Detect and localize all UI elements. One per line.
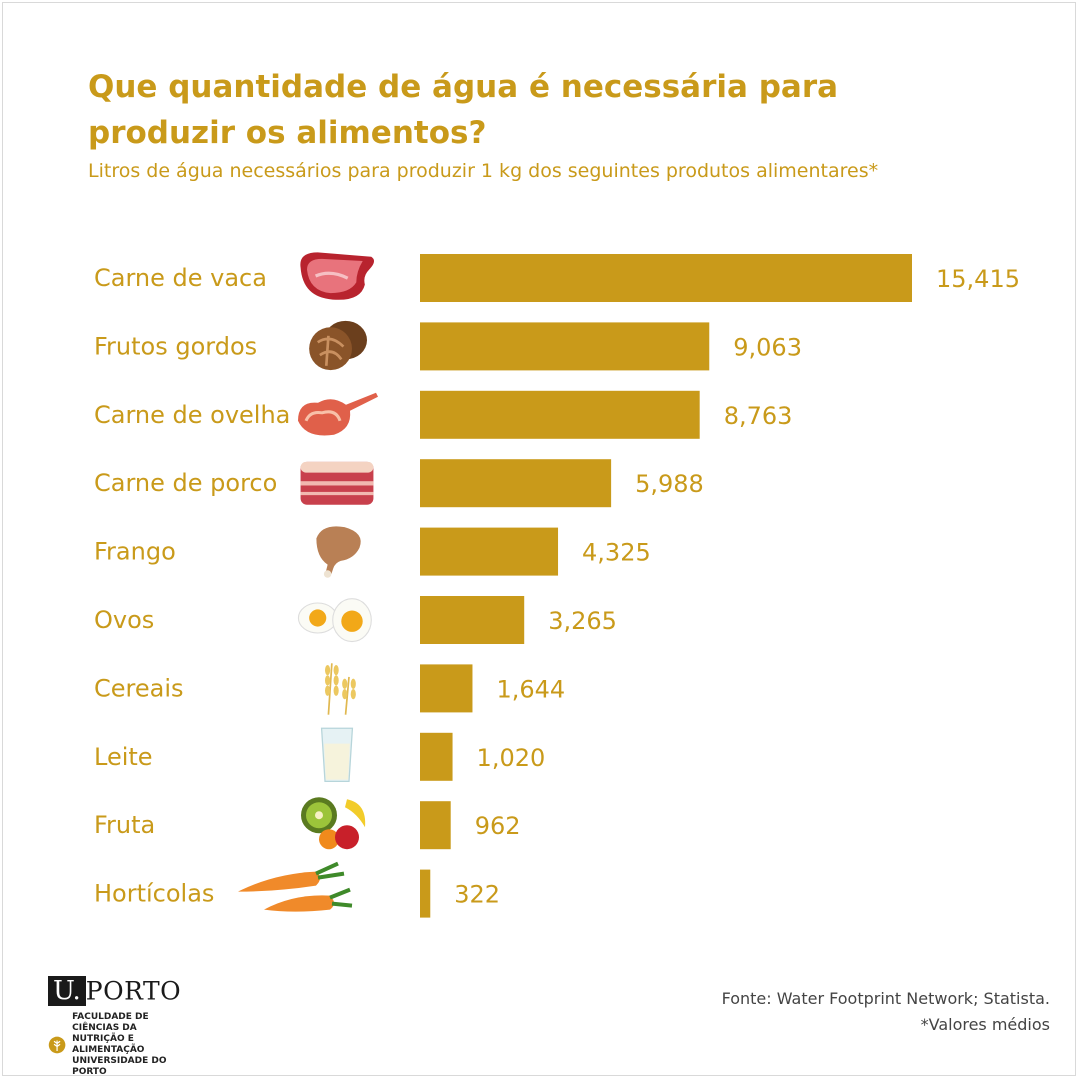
category-label: Cereais	[94, 674, 184, 702]
logo-line-3: UNIVERSIDADE DO PORTO	[72, 1056, 167, 1077]
bar-row: Frango 4,325	[94, 526, 651, 578]
bar-row: Carne de ovelha 8,763	[94, 390, 793, 439]
category-label: Carne de porco	[94, 469, 277, 497]
logo-porto-text: PORTO	[85, 976, 182, 1006]
bar-chart: Carne de vaca 15,415 Frutos gordos 9,063 Car…	[94, 250, 1020, 918]
milk-glass-icon	[320, 726, 354, 783]
footnote-text: *Valores médios	[920, 1015, 1050, 1034]
logo-subtitle: FACULDADE DE CIÊNCIAS DA NUTRIÇÃO E ALIM…	[48, 1012, 181, 1078]
bar-row: Ovos 3,265	[94, 596, 617, 644]
wheat-icon	[323, 661, 358, 717]
bar-row: Leite 1,020	[94, 726, 546, 783]
category-label: Fruta	[94, 811, 155, 839]
value-label: 322	[454, 881, 500, 909]
uporto-logo: U. PORTO FACULDADE DE CIÊNCIAS DA NUTRIÇÃ…	[48, 976, 182, 1077]
value-label: 4,325	[582, 539, 651, 567]
category-label: Carne de ovelha	[94, 401, 290, 429]
fruit-icon	[301, 797, 366, 850]
bar	[420, 801, 451, 850]
value-label: 1,644	[496, 675, 565, 703]
bar	[420, 254, 912, 302]
value-label: 9,063	[733, 333, 802, 361]
category-label: Leite	[94, 743, 153, 771]
value-label: 1,020	[477, 744, 546, 772]
bar-row: Cereais 1,644	[94, 661, 565, 717]
logo-line-2: NUTRIÇÃO E ALIMENTAÇÃO	[72, 1034, 145, 1055]
logo-line-1: FACULDADE DE CIÊNCIAS DA	[72, 1012, 149, 1033]
bar-row: Fruta 962	[94, 797, 521, 850]
bar-row: Carne de porco 5,988	[94, 459, 704, 508]
walnut-icon	[307, 319, 369, 372]
bar-row: Carne de vaca 15,415	[94, 250, 1020, 302]
bar-row: Hortícolas 322	[94, 861, 500, 918]
carrot-icon	[236, 861, 354, 914]
logo-u-mark: U.	[48, 976, 86, 1006]
bar	[420, 732, 453, 781]
value-label: 8,763	[724, 402, 793, 430]
category-label: Hortícolas	[94, 880, 214, 908]
wheat-emblem-icon	[48, 1036, 66, 1054]
category-label: Frutos gordos	[94, 332, 257, 360]
bar	[420, 527, 559, 576]
category-label: Frango	[94, 538, 176, 566]
value-label: 962	[475, 812, 521, 840]
bar	[420, 596, 525, 644]
source-note: Fonte: Water Footprint Network; Statista…	[722, 986, 1050, 1038]
value-label: 3,265	[548, 607, 617, 635]
steak-icon	[298, 250, 376, 302]
bar	[420, 459, 612, 508]
lamb-icon	[296, 391, 380, 438]
bar	[420, 664, 473, 713]
egg-icon	[297, 598, 372, 643]
value-label: 15,415	[936, 265, 1020, 293]
bar	[420, 322, 710, 371]
category-label: Carne de vaca	[94, 264, 267, 292]
bar-row: Frutos gordos 9,063	[94, 319, 802, 372]
bar	[420, 869, 431, 918]
category-label: Ovos	[94, 606, 154, 634]
chart-title: Que quantidade de água é necessária para…	[88, 69, 839, 151]
pork-icon	[300, 461, 374, 505]
bar	[420, 390, 700, 439]
chicken-leg-icon	[316, 526, 361, 578]
value-label: 5,988	[635, 470, 704, 498]
chart-subtitle: Litros de água necessários para produzir…	[88, 160, 879, 182]
source-text: Fonte: Water Footprint Network; Statista…	[721, 989, 1050, 1008]
